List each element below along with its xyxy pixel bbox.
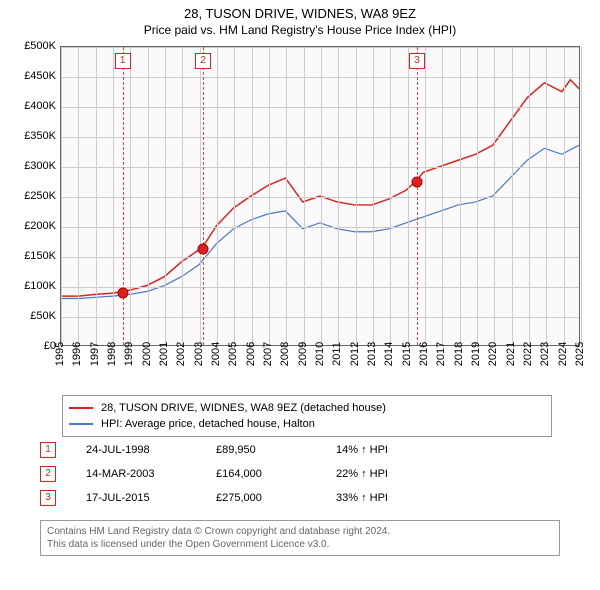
x-tick-label: 2014 xyxy=(383,342,395,366)
sale-date: 14-MAR-2003 xyxy=(86,468,216,480)
y-tick-label: £400K xyxy=(10,100,56,112)
x-tick-label: 2010 xyxy=(314,342,326,366)
chart-subtitle: Price paid vs. HM Land Registry's House … xyxy=(0,23,600,41)
table-row: 1 24-JUL-1998 £89,950 14% ↑ HPI xyxy=(40,438,456,462)
plot-region: 1 2 3 xyxy=(60,46,580,346)
sale-marker-badge: 3 xyxy=(409,53,425,69)
sale-date: 17-JUL-2015 xyxy=(86,492,216,504)
sale-marker-badge: 3 xyxy=(40,490,56,506)
x-tick-label: 2022 xyxy=(522,342,534,366)
x-tick-label: 1997 xyxy=(89,342,101,366)
x-tick-label: 2007 xyxy=(262,342,274,366)
x-tick-label: 2001 xyxy=(158,342,170,366)
x-tick-label: 2012 xyxy=(349,342,361,366)
chart-title: 28, TUSON DRIVE, WIDNES, WA8 9EZ xyxy=(0,0,600,23)
series-line xyxy=(61,145,579,298)
y-tick-label: £500K xyxy=(10,40,56,52)
x-tick-label: 1996 xyxy=(71,342,83,366)
x-tick-label: 2025 xyxy=(574,342,586,366)
sale-marker-badge: 2 xyxy=(195,53,211,69)
sale-vline xyxy=(417,47,418,345)
sale-price: £275,000 xyxy=(216,492,336,504)
x-tick-label: 2005 xyxy=(227,342,239,366)
footer-line: This data is licensed under the Open Gov… xyxy=(47,538,553,551)
legend-label: HPI: Average price, detached house, Halt… xyxy=(101,418,315,430)
x-tick-label: 2016 xyxy=(418,342,430,366)
x-tick-label: 2013 xyxy=(366,342,378,366)
x-tick-label: 2004 xyxy=(210,342,222,366)
x-tick-label: 1999 xyxy=(123,342,135,366)
legend-label: 28, TUSON DRIVE, WIDNES, WA8 9EZ (detach… xyxy=(101,402,386,414)
sale-date: 24-JUL-1998 xyxy=(86,444,216,456)
y-tick-label: £150K xyxy=(10,250,56,262)
sale-marker-badge: 1 xyxy=(40,442,56,458)
x-tick-label: 1998 xyxy=(106,342,118,366)
x-tick-label: 2015 xyxy=(401,342,413,366)
series-line xyxy=(61,80,579,296)
x-tick-label: 2018 xyxy=(453,342,465,366)
x-tick-label: 2011 xyxy=(331,342,343,366)
sale-pct: 14% ↑ HPI xyxy=(336,444,456,456)
x-tick-label: 2008 xyxy=(279,342,291,366)
legend-item: HPI: Average price, detached house, Halt… xyxy=(69,416,545,432)
y-tick-label: £250K xyxy=(10,190,56,202)
x-tick-label: 2020 xyxy=(487,342,499,366)
sale-marker-dot xyxy=(117,288,128,299)
table-row: 2 14-MAR-2003 £164,000 22% ↑ HPI xyxy=(40,462,456,486)
sale-marker-badge: 2 xyxy=(40,466,56,482)
chart-container: 28, TUSON DRIVE, WIDNES, WA8 9EZ Price p… xyxy=(0,0,600,590)
x-tick-label: 2021 xyxy=(505,342,517,366)
x-tick-label: 2006 xyxy=(245,342,257,366)
footer-attribution: Contains HM Land Registry data © Crown c… xyxy=(40,520,560,556)
x-tick-label: 2017 xyxy=(435,342,447,366)
x-tick-label: 2024 xyxy=(557,342,569,366)
y-tick-label: £50K xyxy=(10,310,56,322)
sale-vline xyxy=(203,47,204,345)
sale-vline xyxy=(123,47,124,345)
x-tick-label: 2002 xyxy=(175,342,187,366)
footer-line: Contains HM Land Registry data © Crown c… xyxy=(47,525,553,538)
y-tick-label: £100K xyxy=(10,280,56,292)
table-row: 3 17-JUL-2015 £275,000 33% ↑ HPI xyxy=(40,486,456,510)
y-tick-label: £350K xyxy=(10,130,56,142)
x-tick-label: 2009 xyxy=(297,342,309,366)
sale-pct: 22% ↑ HPI xyxy=(336,468,456,480)
y-tick-label: £0 xyxy=(10,340,56,352)
x-tick-label: 2003 xyxy=(193,342,205,366)
sale-price: £164,000 xyxy=(216,468,336,480)
line-layer xyxy=(61,47,579,345)
legend-swatch xyxy=(69,423,93,425)
y-tick-label: £300K xyxy=(10,160,56,172)
chart-area: 1 2 3 £0 £50K £100K £150K £200K £250K £300K £350K… xyxy=(10,46,590,386)
y-tick-label: £200K xyxy=(10,220,56,232)
x-tick-label: 1995 xyxy=(54,342,66,366)
x-tick-label: 2019 xyxy=(470,342,482,366)
x-tick-label: 2000 xyxy=(141,342,153,366)
sale-marker-dot xyxy=(198,243,209,254)
sale-marker-badge: 1 xyxy=(115,53,131,69)
x-tick-label: 2023 xyxy=(539,342,551,366)
y-tick-label: £450K xyxy=(10,70,56,82)
legend-item: 28, TUSON DRIVE, WIDNES, WA8 9EZ (detach… xyxy=(69,400,545,416)
sale-marker-dot xyxy=(412,177,423,188)
sale-price: £89,950 xyxy=(216,444,336,456)
legend-swatch xyxy=(69,407,93,409)
sales-table: 1 24-JUL-1998 £89,950 14% ↑ HPI 2 14-MAR… xyxy=(40,438,456,510)
sale-pct: 33% ↑ HPI xyxy=(336,492,456,504)
legend: 28, TUSON DRIVE, WIDNES, WA8 9EZ (detach… xyxy=(62,395,552,437)
